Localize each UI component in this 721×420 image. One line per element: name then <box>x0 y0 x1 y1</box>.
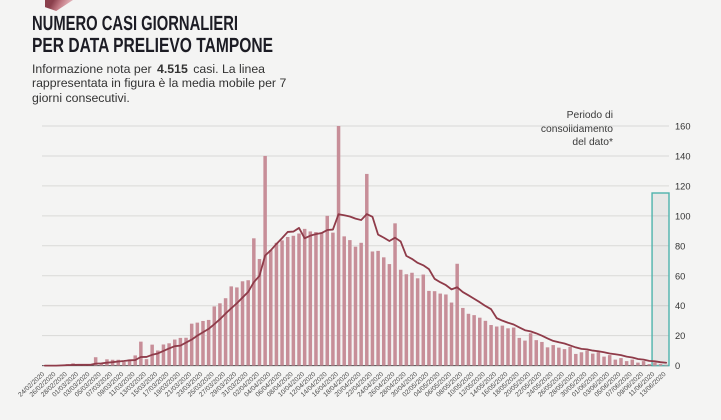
svg-text:160: 160 <box>675 122 691 132</box>
svg-text:20: 20 <box>675 331 685 341</box>
svg-text:60: 60 <box>675 271 685 281</box>
svg-text:100: 100 <box>675 211 691 221</box>
svg-text:0: 0 <box>675 361 680 371</box>
svg-text:40: 40 <box>675 301 685 311</box>
svg-text:140: 140 <box>675 151 691 161</box>
svg-text:80: 80 <box>675 241 685 251</box>
svg-text:120: 120 <box>675 181 691 191</box>
